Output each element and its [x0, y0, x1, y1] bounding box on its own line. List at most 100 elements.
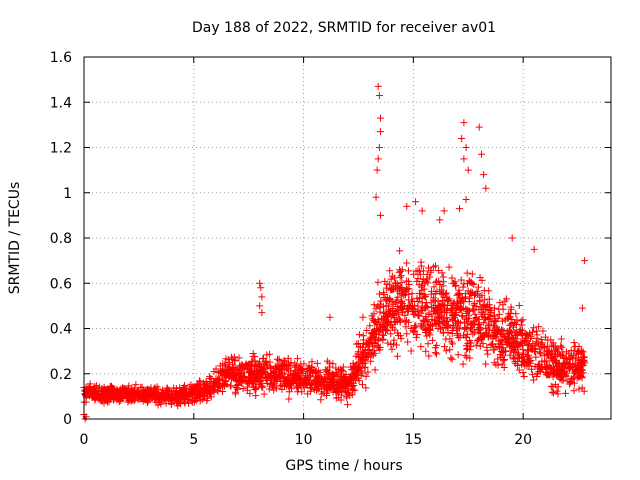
data-point: [221, 377, 229, 385]
data-point: [281, 358, 289, 366]
data-point: [277, 362, 285, 370]
data-point: [245, 367, 253, 375]
data-point: [402, 323, 410, 331]
data-point: [375, 144, 383, 151]
y-tick-label: 1.4: [50, 95, 72, 111]
data-point: [383, 297, 391, 305]
data-point: [192, 384, 200, 392]
y-tick-labels: 0 0.2 0.4 0.6 0.8 1 1.2 1.4 1.6: [50, 50, 72, 428]
data-point: [444, 324, 452, 332]
data-point: [382, 284, 390, 292]
data-point: [515, 340, 523, 348]
data-point: [475, 123, 483, 131]
data-point: [424, 340, 432, 348]
data-point: [291, 363, 299, 371]
data-point: [534, 369, 542, 377]
y-tick-label: 0.6: [50, 276, 72, 292]
data-point: [396, 317, 404, 325]
data-point: [433, 277, 441, 285]
data-point: [523, 347, 531, 355]
data-point: [499, 344, 507, 352]
data-point: [480, 305, 488, 313]
data-point: [275, 355, 283, 363]
data-point: [411, 301, 418, 309]
data-point: [457, 298, 465, 306]
data-point: [278, 369, 286, 377]
data-point: [266, 372, 274, 380]
data-point: [403, 277, 411, 285]
data-point: [305, 364, 313, 372]
data-point: [449, 340, 457, 348]
data-point: [433, 304, 441, 312]
data-point: [496, 299, 504, 307]
data-point: [461, 324, 469, 332]
data-point: [278, 381, 286, 389]
data-point: [419, 275, 427, 283]
data-point: [333, 373, 341, 381]
data-point: [373, 166, 381, 174]
data-point: [484, 350, 492, 358]
data-point: [546, 365, 554, 373]
data-point: [171, 393, 179, 401]
data-point: [314, 372, 322, 380]
data-point: [379, 336, 387, 344]
data-point: [372, 193, 380, 201]
data-point: [397, 267, 405, 275]
data-point: [290, 374, 298, 382]
data-point: [474, 326, 482, 334]
data-point: [352, 369, 360, 377]
data-point: [132, 381, 140, 389]
data-point: [427, 287, 435, 295]
data-point: [517, 329, 525, 337]
data-point: [214, 387, 222, 395]
data-point: [419, 316, 427, 324]
data-point: [500, 357, 508, 365]
data-point: [239, 385, 247, 392]
data-point: [169, 396, 177, 404]
data-point: [533, 373, 541, 381]
data-point: [256, 279, 264, 287]
data-point: [463, 269, 471, 277]
x-tick-label: 20: [514, 432, 532, 448]
data-point: [552, 356, 560, 364]
data-point: [430, 283, 438, 291]
data-point: [443, 305, 451, 313]
data-point: [423, 303, 431, 311]
data-point: [387, 318, 395, 326]
data-point: [188, 396, 196, 404]
data-point: [466, 307, 474, 315]
data-point: [420, 317, 428, 325]
data-point: [161, 395, 169, 403]
data-point: [545, 368, 553, 376]
data-point: [390, 274, 398, 282]
data-point: [561, 389, 569, 397]
data-point: [521, 358, 529, 366]
data-point: [460, 119, 468, 127]
data-point: [387, 275, 395, 283]
data-point: [166, 394, 174, 402]
data-point: [485, 331, 493, 339]
data-point: [433, 341, 441, 349]
data-point: [508, 234, 516, 242]
data-point: [342, 380, 350, 388]
data-point: [530, 245, 538, 253]
data-point: [518, 321, 526, 329]
data-point: [490, 359, 498, 367]
data-point: [506, 351, 514, 359]
data-point: [475, 329, 483, 337]
data-point: [444, 321, 452, 329]
data-point: [578, 348, 586, 356]
data-point: [342, 392, 350, 400]
data-point: [471, 321, 479, 329]
data-point: [536, 349, 544, 357]
data-point: [440, 293, 448, 301]
data-point: [187, 381, 195, 389]
data-point: [297, 364, 305, 372]
data-point: [414, 267, 422, 275]
data-point: [572, 367, 580, 375]
data-point: [533, 327, 541, 335]
data-point: [376, 211, 384, 219]
data-point: [418, 207, 426, 215]
data-point: [349, 387, 357, 395]
